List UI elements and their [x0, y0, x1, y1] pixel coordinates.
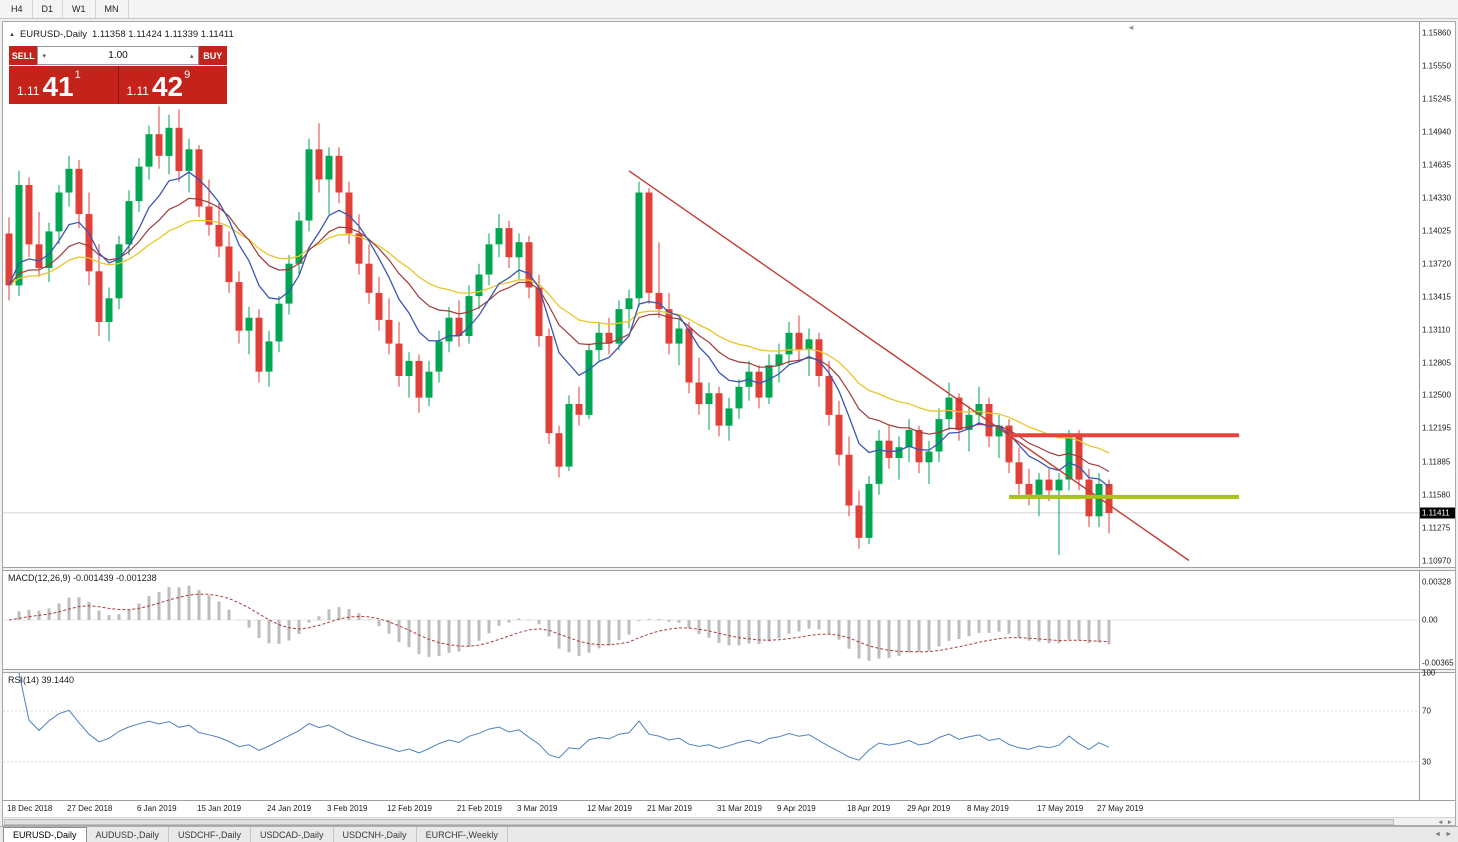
price-axis-label: 1.10970 [1422, 556, 1451, 565]
price-axis-label: 1.11885 [1422, 457, 1451, 467]
date-axis-label: 17 May 2019 [1037, 804, 1084, 813]
date-axis-label: 24 Jan 2019 [267, 804, 312, 813]
timeframe-button-w1[interactable]: W1 [63, 0, 96, 18]
symbol-arrow-icon: ▲ [9, 31, 15, 38]
volume-increase-icon[interactable]: ▴ [190, 52, 194, 60]
price-axis-label: 1.13110 [1422, 325, 1451, 335]
rsi-axis-label: 30 [1422, 757, 1431, 767]
timeframe-button-d1[interactable]: D1 [33, 0, 64, 18]
price-axis-label: 1.15245 [1422, 94, 1451, 104]
sell-price-prefix: 1.11 [17, 84, 40, 98]
sell-price-point: 1 [74, 69, 81, 81]
timeframe-toolbar: H4 D1 W1 MN [0, 0, 1458, 19]
buy-price-prefix: 1.11 [126, 84, 149, 98]
date-axis-label: 18 Apr 2019 [847, 804, 891, 813]
chart-symbol-title: EURUSD-,Daily [19, 29, 87, 40]
volume-input[interactable] [50, 49, 186, 62]
macd-axis-label: 0.00328 [1422, 577, 1451, 587]
tab-arrows: ◄ ► [1428, 827, 1458, 842]
price-axis-label: 1.11275 [1422, 523, 1451, 533]
chart-tab[interactable]: USDCHF-,Daily [169, 827, 252, 842]
macd-label: MACD(12,26,9) -0.001439 -0.001238 [8, 573, 157, 583]
tabs-scroll-right-icon[interactable]: ► [1445, 831, 1452, 838]
timeframe-buttons: H4 D1 W1 MN [0, 0, 129, 18]
price-axis-label: 1.12805 [1422, 358, 1451, 367]
buy-price-display[interactable]: 1.11 42 9 [118, 66, 227, 104]
chart-tab[interactable]: EURCHF-,Weekly [416, 827, 508, 842]
volume-field: ▾ ▴ [37, 46, 199, 65]
date-axis-label: 27 Dec 2018 [67, 804, 113, 813]
sell-price-pips: 41 [42, 71, 74, 103]
scroll-left-icon[interactable]: ◄ [1437, 818, 1444, 826]
chart-window: ▲ EURUSD-,Daily 1.11358 1.11424 1.11339 … [2, 21, 1456, 826]
chart-shift-marker[interactable]: ◄ [1127, 23, 1135, 32]
chart-tab[interactable]: EURUSD-,Daily [3, 827, 87, 842]
panel-splitter-2[interactable] [3, 669, 1455, 673]
rsi-label: RSI(14) 39.1440 [8, 675, 75, 685]
macd-axis: 0.00328 0.00 -0.00365 [1419, 571, 1455, 669]
price-axis-label: 1.13415 [1422, 292, 1451, 302]
rsi-axis-label: 100 [1422, 668, 1436, 678]
price-axis-label: 1.12500 [1422, 390, 1451, 400]
price-axis: 1.11411 1.15860 1.15550 1.15245 1.14940 1.14… [1419, 22, 1455, 567]
scroll-right-icon[interactable]: ► [1446, 818, 1453, 826]
price-axis-label: 1.12195 [1422, 423, 1451, 433]
date-axis-label: 6 Jan 2019 [137, 804, 177, 813]
chart-ohlc-values: 1.11358 1.11424 1.11339 1.11411 [92, 29, 234, 40]
rsi-chart [3, 673, 1419, 763]
buy-button[interactable]: BUY [198, 46, 227, 65]
buy-price-point: 9 [184, 69, 191, 81]
date-axis-label: 21 Mar 2019 [647, 804, 692, 813]
price-axis-label: 1.14025 [1422, 226, 1451, 236]
candlestick-chart[interactable] [3, 22, 1419, 567]
macd-chart [3, 585, 1419, 661]
sell-price-display[interactable]: 1.11 41 1 [9, 66, 118, 104]
date-axis-label: 12 Mar 2019 [587, 804, 632, 813]
chart-header: ▲ EURUSD-,Daily 1.11358 1.11424 1.11339 … [9, 29, 234, 40]
chart-tabs-bar: EURUSD-,Daily AUDUSD-,Daily USDCHF-,Daily U… [0, 826, 1458, 842]
panel-splitter[interactable] [3, 567, 1455, 571]
date-axis-label: 8 May 2019 [967, 804, 1009, 813]
scrollbar-thumb[interactable] [4, 819, 1394, 825]
date-axis-label: 3 Mar 2019 [517, 804, 558, 813]
buy-price-pips: 42 [151, 71, 184, 103]
timeframe-button-h4[interactable]: H4 [2, 0, 33, 18]
price-axis-label: 1.14940 [1422, 127, 1451, 137]
rsi-axis-label: 70 [1422, 706, 1431, 716]
date-axis-label: 21 Feb 2019 [457, 804, 502, 813]
date-axis: 18 Dec 2018 27 Dec 2018 6 Jan 2019 15 Jan 2… [3, 800, 1455, 817]
price-axis-label: 1.14330 [1422, 193, 1451, 203]
price-axis-label: 1.13720 [1422, 259, 1451, 269]
price-axis-label: 1.11580 [1422, 490, 1451, 500]
date-axis-label: 15 Jan 2019 [197, 804, 242, 813]
price-axis-label: 1.15550 [1422, 61, 1451, 71]
price-axis-label: 1.15860 [1422, 28, 1451, 38]
current-price-tag: 1.11411 [1420, 507, 1455, 519]
tabs-scroll-left-icon[interactable]: ◄ [1434, 831, 1442, 838]
date-axis-label: 3 Feb 2019 [327, 804, 368, 813]
date-axis-label: 18 Dec 2018 [7, 804, 53, 813]
price-axis-label: 1.14635 [1422, 160, 1451, 170]
date-axis-label: 9 Apr 2019 [777, 804, 816, 813]
date-axis-label: 29 Apr 2019 [907, 804, 951, 813]
macd-panel[interactable]: MACD(12,26,9) -0.001439 -0.001238 0.0032… [3, 571, 1455, 669]
chart-tab[interactable]: USDCAD-,Daily [251, 827, 334, 842]
macd-axis-label: 0.00 [1422, 615, 1438, 625]
rsi-panel[interactable]: RSI(14) 39.1440 100 70 30 [3, 669, 1455, 800]
timeframe-button-mn[interactable]: MN [96, 0, 129, 18]
chart-tabs: EURUSD-,Daily AUDUSD-,Daily USDCHF-,Daily U… [0, 827, 508, 842]
main-chart-area[interactable]: ▲ EURUSD-,Daily 1.11358 1.11424 1.11339 … [3, 22, 1455, 567]
date-axis-label: 12 Feb 2019 [387, 804, 432, 813]
macd-axis-label: -0.00365 [1422, 658, 1454, 668]
chart-scrollbar[interactable]: ◄ ► [3, 817, 1455, 826]
rsi-axis: 100 70 30 [1419, 669, 1455, 800]
date-axis-label: 27 May 2019 [1097, 804, 1144, 813]
one-click-trading-panel: SELL ▾ ▴ BUY 1.11 41 1 1.11 42 9 [9, 46, 227, 104]
date-axis-label: 31 Mar 2019 [717, 804, 762, 813]
chart-tab[interactable]: USDCNH-,Daily [333, 827, 417, 842]
volume-decrease-icon[interactable]: ▾ [42, 52, 46, 60]
chart-tab[interactable]: AUDUSD-,Daily [86, 827, 170, 842]
sell-button[interactable]: SELL [9, 46, 38, 65]
